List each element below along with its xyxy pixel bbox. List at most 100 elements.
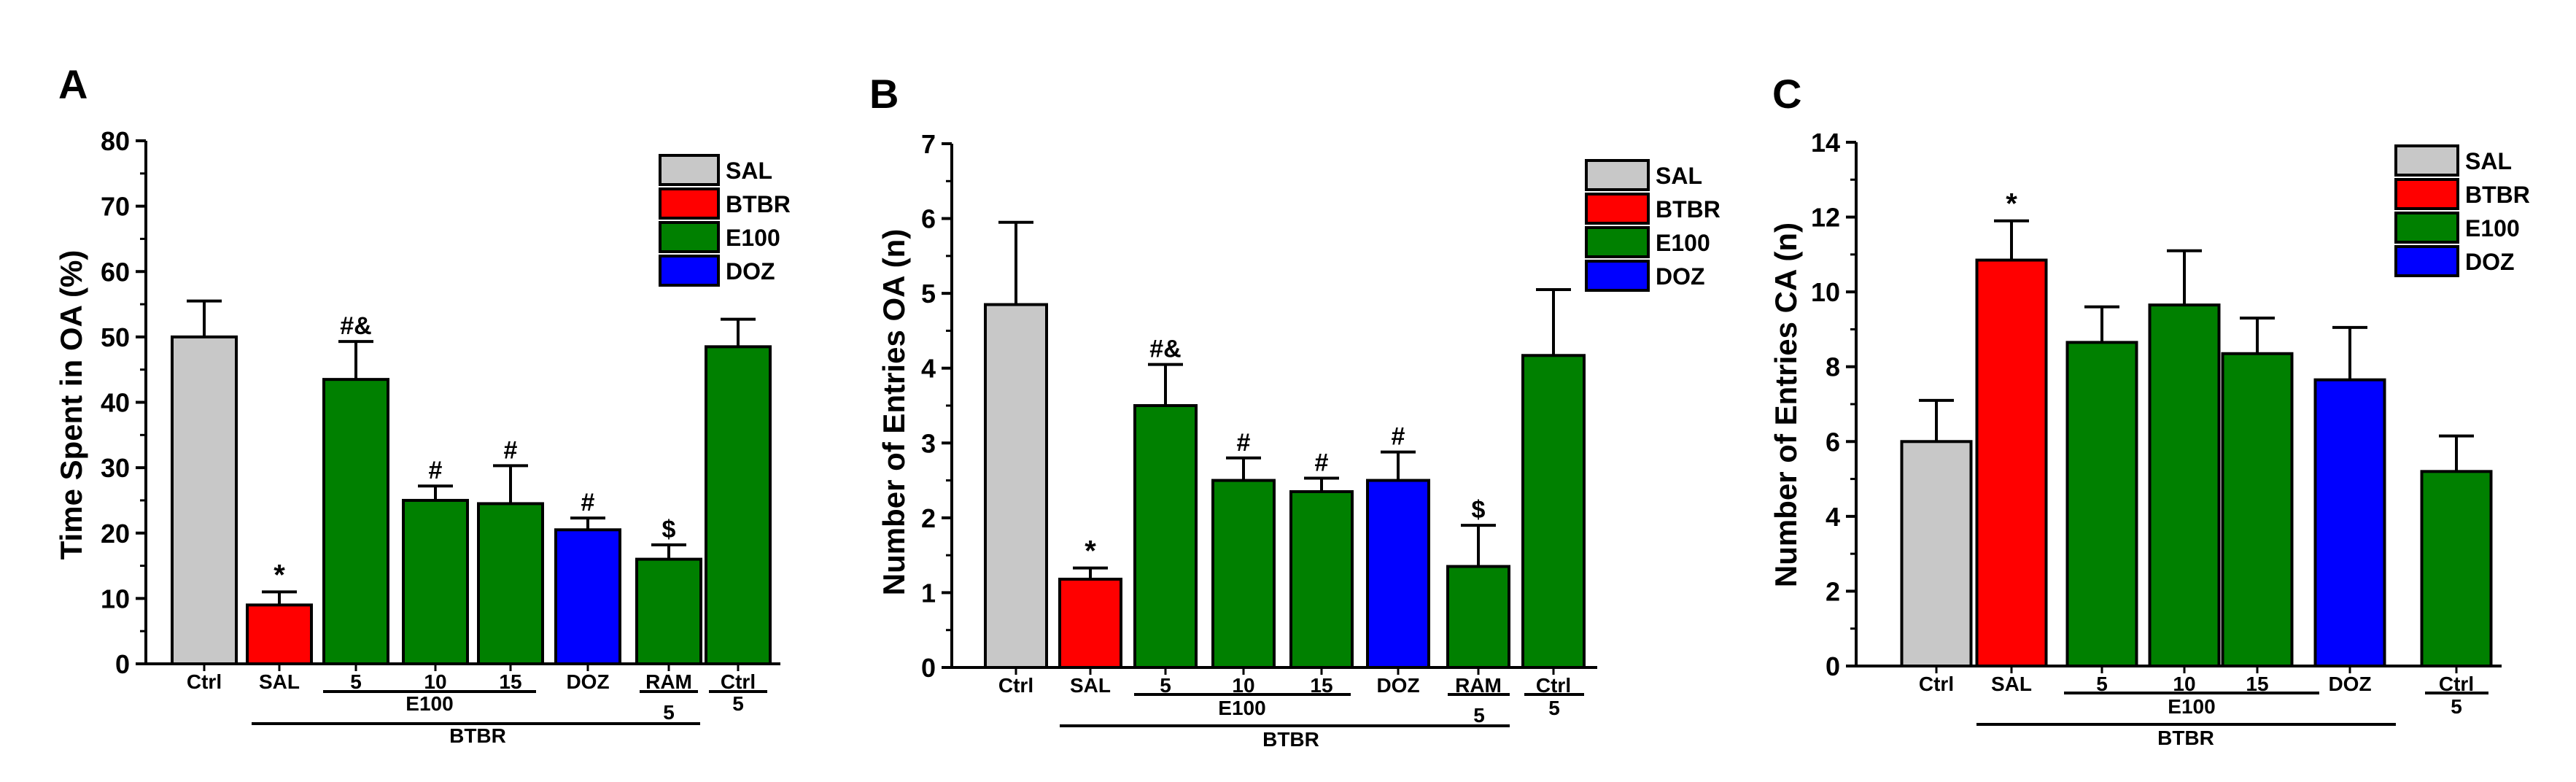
- x-tick-label: SAL: [259, 670, 300, 693]
- y-tick-label: 60: [101, 257, 130, 287]
- bar-7: [1521, 354, 1586, 669]
- legend-label: BTBR: [2465, 182, 2530, 208]
- legend-swatch: [1585, 193, 1650, 225]
- y-axis-label: Number of Entries OA (n): [877, 229, 911, 595]
- panel-b: B Number of Entries OA (n) 0 1 2 3 4 5 6 7 * #& #…: [869, 71, 1720, 751]
- ctrl-dose-label: 5: [1548, 697, 1560, 719]
- x-tick-label: 15: [1310, 674, 1332, 697]
- error-bars: [1919, 219, 2474, 472]
- legend-swatch: [2394, 144, 2459, 177]
- y-tick-label: 50: [101, 322, 130, 352]
- y-tick-label: 1: [921, 578, 936, 608]
- bar-3: [402, 498, 469, 665]
- legend-label: SAL: [726, 158, 772, 184]
- x-tick-label: 5: [2096, 673, 2108, 695]
- panel-label: B: [869, 71, 899, 117]
- ctrl-dose-label: 5: [2451, 695, 2462, 718]
- y-tick-label: 10: [1811, 277, 1840, 307]
- bar-4: [1289, 489, 1354, 670]
- x-tick-label: RAM: [645, 670, 692, 693]
- legend-swatch: [1585, 159, 1650, 191]
- y-tick-label: 80: [101, 126, 130, 156]
- x-tick-labels: Ctrl SAL 5 10 15 DOZ RAM Ctrl: [187, 670, 756, 693]
- bars: [171, 335, 772, 666]
- y-tick-label: 0: [921, 653, 936, 683]
- y-tick-label: 0: [1826, 651, 1840, 681]
- x-tick-label: DOZ: [2328, 673, 2371, 695]
- x-tick-label: Ctrl: [2439, 673, 2474, 695]
- bar-0: [1900, 440, 1973, 667]
- legend-swatch: [1585, 226, 1650, 258]
- x-tick-label: SAL: [1991, 673, 2032, 695]
- significance-marker: *: [2006, 188, 2017, 220]
- significance-marker: #: [1392, 423, 1405, 451]
- y-tick-label: 4: [921, 354, 936, 384]
- y-tick-label: 40: [101, 388, 130, 418]
- x-tick-label: Ctrl: [998, 674, 1033, 697]
- y-tick-label: 2: [921, 503, 936, 533]
- annotations: * #& # # # $: [273, 312, 675, 591]
- legend-swatch: [659, 187, 720, 220]
- panel-label: A: [58, 61, 88, 107]
- legend-label: DOZ: [1656, 263, 1705, 290]
- y-tick-label: 6: [921, 204, 936, 234]
- bar-1: [1975, 258, 2048, 667]
- legend-label: DOZ: [2465, 249, 2515, 275]
- legend-swatch: [2394, 212, 2459, 244]
- x-tick-label: 10: [424, 670, 446, 693]
- legend-label: BTBR: [726, 191, 791, 217]
- y-axis-label: Time Spent in OA (%): [54, 250, 88, 560]
- legend-label: BTBR: [1656, 196, 1720, 222]
- x-tick-label: DOZ: [566, 670, 609, 693]
- legend-label: SAL: [2465, 148, 2512, 174]
- y-tick-label: 3: [921, 428, 936, 458]
- bars: [984, 303, 1586, 670]
- bar-2: [1133, 404, 1198, 669]
- x-tick-label: 15: [499, 670, 521, 693]
- bar-0: [984, 303, 1048, 669]
- y-tick-label: 7: [921, 129, 936, 159]
- significance-marker: #: [504, 436, 518, 464]
- significance-marker: $: [1472, 496, 1486, 524]
- bar-4: [477, 502, 544, 666]
- error-bars: [998, 220, 1571, 579]
- panel-a: A Time Spent in OA (%) 0 10 20 30 40 50 60 70 80…: [54, 61, 791, 747]
- significance-marker: #&: [1149, 336, 1181, 363]
- bars: [1900, 258, 2493, 668]
- strain-label: BTBR: [2157, 727, 2214, 749]
- ctrl-dose-label: 5: [732, 692, 744, 715]
- bar-6: [635, 557, 702, 665]
- strain-label: BTBR: [449, 724, 506, 747]
- group-brackets: E100 5 5 BTBR: [1060, 693, 1584, 751]
- ram-dose-label: 5: [663, 701, 675, 724]
- y-tick-label: 30: [101, 453, 130, 483]
- group-brackets: E100 5 5 BTBR: [252, 690, 767, 747]
- bar-1: [246, 603, 313, 666]
- legend-label: DOZ: [726, 258, 775, 284]
- y-axis-label: Number of Entries CA (n): [1769, 222, 1803, 587]
- bar-2: [322, 378, 389, 665]
- y-tick-label: 8: [1826, 352, 1840, 382]
- x-tick-label: DOZ: [1376, 674, 1419, 697]
- legend: SAL BTBR E100 DOZ: [1585, 159, 1720, 292]
- x-tick-label: 5: [350, 670, 362, 693]
- bar-0: [171, 335, 238, 665]
- x-tick-label: 15: [2246, 673, 2268, 695]
- strain-label: BTBR: [1262, 728, 1319, 751]
- legend-swatch: [2394, 178, 2459, 210]
- error-bars: [187, 299, 756, 605]
- x-tick-label: Ctrl: [1919, 673, 1954, 695]
- x-tick-label: Ctrl: [1536, 674, 1571, 697]
- bar-6: [2420, 470, 2493, 667]
- legend: SAL BTBR E100 DOZ: [659, 154, 791, 287]
- x-tick-label: SAL: [1070, 674, 1111, 697]
- significance-marker: *: [273, 559, 285, 591]
- bar-7: [705, 345, 772, 665]
- bar-3: [2148, 303, 2221, 667]
- y-tick-label: 5: [921, 279, 936, 309]
- x-tick-labels: Ctrl SAL 5 10 15 DOZ RAM Ctrl: [998, 674, 1571, 697]
- group-brackets: E100 5 BTBR: [1976, 692, 2488, 749]
- ram-dose-label: 5: [1473, 704, 1485, 727]
- bar-1: [1058, 577, 1122, 669]
